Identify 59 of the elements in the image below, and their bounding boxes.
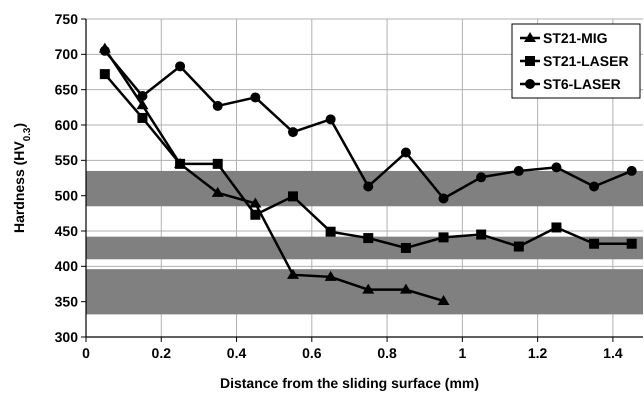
point <box>288 127 298 138</box>
point <box>137 112 148 123</box>
point <box>400 284 412 294</box>
point <box>438 294 450 305</box>
x-tick-label: 0.6 <box>302 345 322 361</box>
y-tick-label: 650 <box>54 82 78 98</box>
y-tick-label: 600 <box>54 116 78 133</box>
point <box>324 270 337 281</box>
y-tick-label: 400 <box>54 258 78 274</box>
point <box>514 242 524 252</box>
point <box>98 42 111 53</box>
y-tick-label: 450 <box>54 222 78 239</box>
x-tick-label: 0.4 <box>226 345 246 361</box>
x-tick-label: 0.8 <box>377 345 398 361</box>
legend-label: ST21-MIG <box>543 30 608 46</box>
point <box>514 166 524 176</box>
point <box>362 284 374 294</box>
point <box>137 91 148 102</box>
point <box>363 233 374 244</box>
point <box>286 268 299 279</box>
point <box>288 191 298 202</box>
point <box>438 193 449 204</box>
y-tick-label: 550 <box>54 152 78 168</box>
x-tick-label: 1.4 <box>603 345 623 361</box>
x-axis-title: Distance from the sliding surface (mm) <box>220 375 480 391</box>
point <box>438 232 449 242</box>
point <box>249 197 262 208</box>
x-tick-label: 1.2 <box>528 345 548 361</box>
point <box>589 238 600 249</box>
legend-label: ST21-LASER <box>543 52 629 69</box>
point <box>400 148 411 158</box>
point <box>212 100 223 111</box>
x-tick-label: 1 <box>458 345 466 361</box>
point <box>212 158 223 169</box>
point <box>476 230 486 240</box>
point <box>400 242 411 253</box>
x-tick-label: 0.2 <box>152 345 172 361</box>
legend-label: ST6-LASER <box>543 76 621 92</box>
y-tick-label: 300 <box>54 328 78 345</box>
point <box>250 210 260 220</box>
x-tick-label: 0 <box>82 345 90 361</box>
point <box>100 69 110 80</box>
point <box>626 166 637 176</box>
point <box>589 181 600 192</box>
point <box>326 114 336 124</box>
y-tick-label: 750 <box>54 10 78 27</box>
point <box>175 61 186 72</box>
point <box>136 99 148 110</box>
y-tick-label: 700 <box>54 46 78 62</box>
point <box>326 226 336 237</box>
point <box>212 186 224 197</box>
point <box>626 238 637 249</box>
point <box>551 222 562 232</box>
point <box>250 92 260 102</box>
y-tick-label: 350 <box>54 294 78 310</box>
point <box>476 172 486 182</box>
point <box>363 181 374 192</box>
y-tick-label: 500 <box>54 188 78 204</box>
point <box>551 162 562 172</box>
